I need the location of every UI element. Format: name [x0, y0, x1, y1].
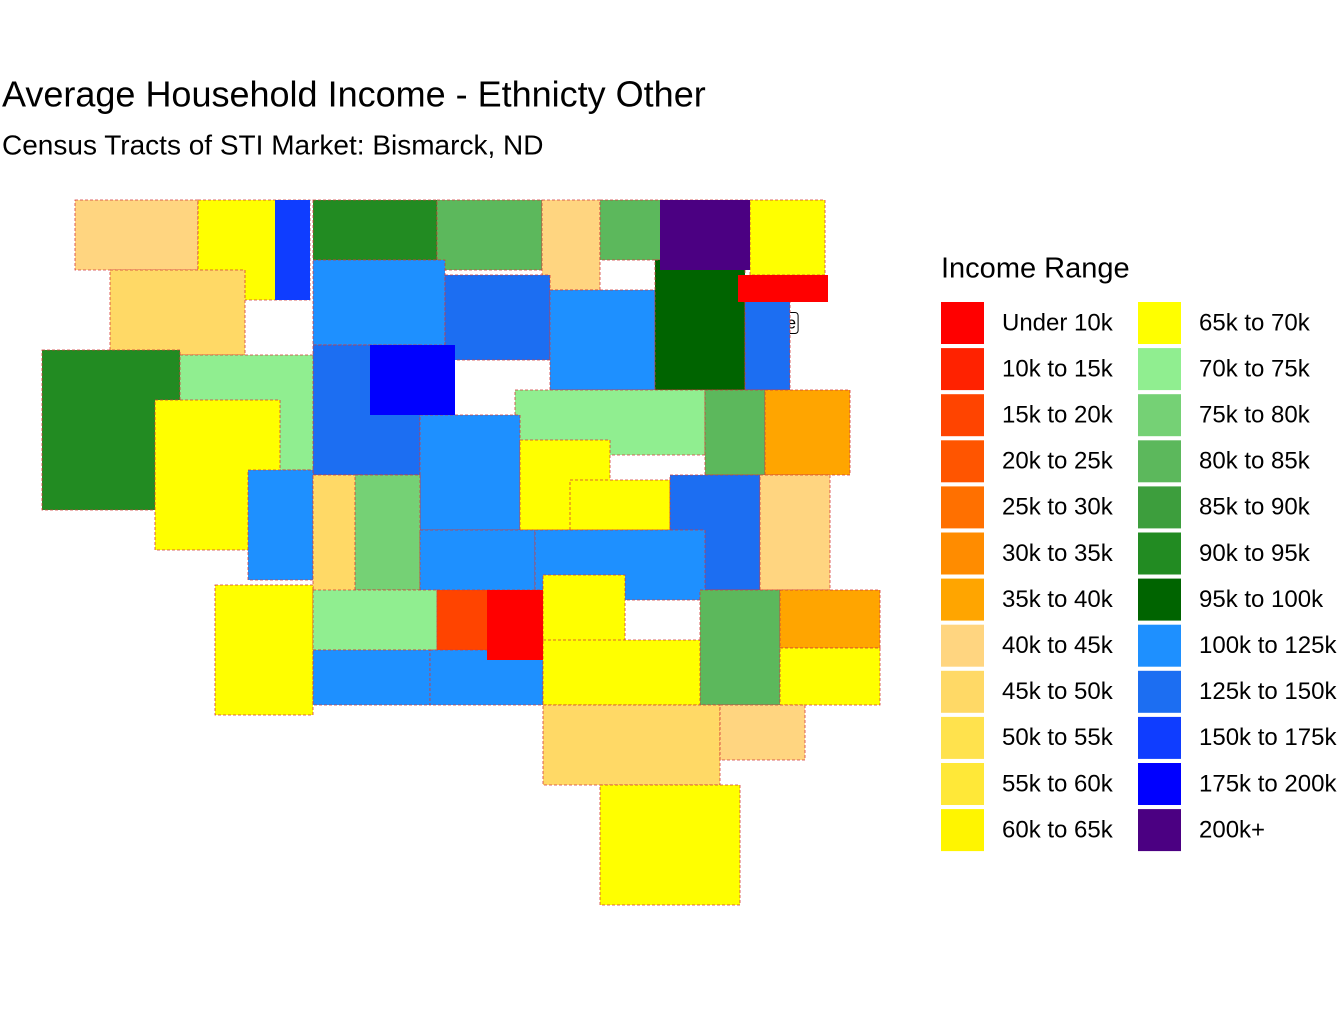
legend-label: 60k to 65k — [1002, 816, 1114, 843]
legend-label: 15k to 20k — [1002, 402, 1114, 429]
county — [749, 199, 826, 276]
legend-swatch — [941, 670, 984, 713]
legend-swatch — [1138, 809, 1181, 852]
legend-label: 35k to 40k — [1002, 586, 1114, 613]
county — [542, 704, 721, 786]
county — [419, 414, 521, 531]
legend-swatch — [941, 302, 984, 344]
legend-label: 150k to 175k — [1199, 724, 1337, 751]
legend-label: 40k to 45k — [1002, 632, 1114, 659]
legend-label: 70k to 75k — [1199, 355, 1311, 382]
title: Average Household Income - Ethnicty Othe… — [2, 74, 706, 115]
legend-swatch — [1138, 302, 1181, 344]
legend-swatch — [941, 348, 984, 391]
county — [312, 474, 361, 606]
legend-label: 25k to 30k — [1002, 494, 1114, 521]
county — [719, 704, 806, 761]
legend: Under 10k 10k to 15k 15k to 20k 20k to 25k 2… — [941, 302, 1337, 852]
legend-label: 75k to 80k — [1199, 402, 1311, 429]
county — [744, 299, 791, 391]
county — [247, 469, 314, 581]
county — [312, 589, 438, 651]
legend-swatch — [941, 763, 984, 805]
tract-patch — [738, 275, 828, 302]
legend-swatch — [1138, 532, 1181, 575]
county — [419, 529, 536, 596]
legend-label: 200k+ — [1199, 816, 1265, 843]
legend-swatch — [1138, 348, 1181, 391]
legend-swatch — [1138, 763, 1181, 805]
county — [312, 259, 446, 346]
legend-swatch — [941, 532, 984, 575]
legend-label: 55k to 60k — [1002, 770, 1114, 797]
legend-label: Under 10k — [1002, 309, 1114, 336]
county — [74, 199, 199, 271]
legend-label: 65k to 70k — [1199, 309, 1311, 336]
county — [354, 474, 421, 591]
legend-label: 95k to 100k — [1199, 586, 1324, 613]
legend-swatch — [941, 440, 984, 483]
legend-label: 30k to 35k — [1002, 540, 1114, 567]
legend-label: 90k to 95k — [1199, 540, 1311, 567]
legend-title: Income Range — [941, 253, 1130, 285]
map: DanielsSheridanRooseveltDivideBurkeRenvi… — [41, 199, 881, 906]
legend-swatch — [1138, 578, 1181, 621]
county — [541, 199, 601, 291]
county — [599, 784, 741, 906]
county — [312, 649, 431, 706]
legend-swatch — [941, 716, 984, 759]
tract-patch — [370, 345, 455, 415]
legend-swatch — [941, 486, 984, 529]
legend-swatch — [1138, 624, 1181, 667]
county — [779, 589, 881, 649]
legend-swatch — [1138, 716, 1181, 759]
legend-label: 100k to 125k — [1199, 632, 1337, 659]
legend-swatch — [1138, 440, 1181, 483]
legend-label: 85k to 90k — [1199, 494, 1311, 521]
legend-label: 10k to 15k — [1002, 355, 1114, 382]
county — [699, 589, 781, 706]
legend-swatch — [941, 578, 984, 621]
legend-swatch — [941, 394, 984, 437]
legend-label: 80k to 85k — [1199, 448, 1311, 475]
county — [779, 647, 881, 706]
legend-label: 20k to 25k — [1002, 448, 1114, 475]
county — [444, 274, 551, 361]
county — [436, 199, 543, 271]
county — [214, 584, 314, 716]
tract-patch — [275, 200, 310, 300]
county — [569, 479, 671, 531]
subtitle: Census Tracts of STI Market: Bismarck, N… — [2, 129, 543, 160]
legend-swatch — [1138, 486, 1181, 529]
county — [764, 389, 851, 476]
county — [704, 389, 766, 476]
legend-label: 45k to 50k — [1002, 678, 1114, 705]
legend-swatch — [1138, 670, 1181, 713]
county — [759, 474, 831, 591]
legend-swatch — [941, 624, 984, 667]
legend-label: 175k to 200k — [1199, 770, 1337, 797]
legend-swatch — [1138, 394, 1181, 437]
tract-patch — [660, 200, 750, 270]
tract-patch — [487, 590, 543, 660]
county — [312, 199, 438, 261]
legend-label: 125k to 150k — [1199, 678, 1337, 705]
county — [109, 269, 246, 356]
county — [542, 639, 701, 706]
legend-label: 50k to 55k — [1002, 724, 1114, 751]
legend-swatch — [941, 809, 984, 852]
county — [549, 289, 656, 391]
county — [654, 259, 746, 391]
